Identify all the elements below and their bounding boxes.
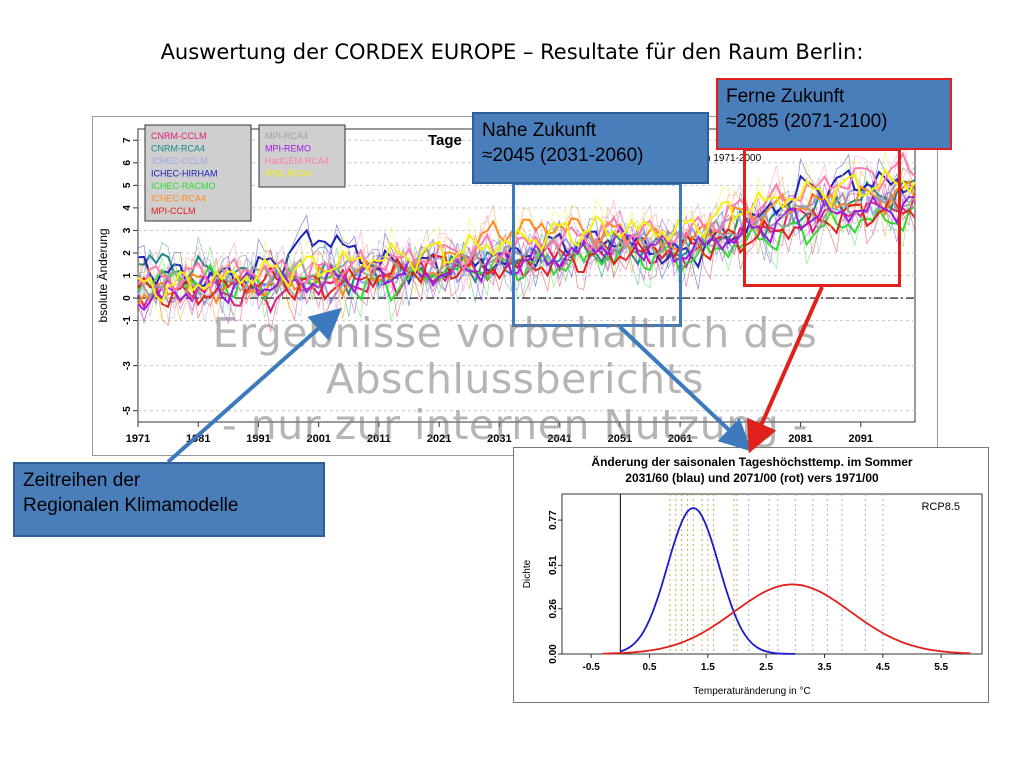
x-tick-label: 1981 — [186, 433, 210, 445]
y-tick-label: 6 — [122, 160, 133, 166]
callout-far-line-2: ≈2085 (2071-2100) — [726, 111, 888, 132]
x-tick-label: 2021 — [427, 433, 451, 445]
legend-left-box — [144, 124, 252, 222]
x-tick-label: 1971 — [126, 433, 150, 445]
density-x-tick-label: 0.5 — [643, 662, 657, 673]
y-tick-label: 4 — [122, 205, 133, 211]
x-tick-label: 2041 — [547, 433, 571, 445]
density-x-tick-label: 1.5 — [701, 662, 715, 673]
far-future-highlight-box — [743, 148, 901, 287]
y-tick-label: -1 — [122, 316, 133, 325]
legend-right-box — [258, 124, 346, 188]
legend-entry: CNRM-CCLM — [151, 131, 207, 141]
density-annotation: RCP8.5 — [921, 501, 960, 513]
density-y-tick-label: 0.00 — [548, 644, 559, 664]
y-tick-label: 5 — [122, 182, 133, 188]
density-chart-panel: Änderung der saisonalen Tageshöchsttemp.… — [513, 447, 989, 703]
density-x-axis-label: Temperaturänderung in °C — [693, 686, 810, 697]
chart-title-fragment-right: n 1971-2000 — [705, 153, 762, 164]
x-tick-label: 2061 — [668, 433, 692, 445]
legend-entry: HadGEM-RCA4 — [265, 156, 329, 166]
legend-left: CNRM-CCLM CNRM-RCA4 ICHEC-CCLM ICHEC-HIRHAM… — [144, 124, 252, 222]
legend-right: MPI-RCA4 MPI-REMO HadGEM-RCA4 IPSL-RCA4 — [258, 124, 346, 188]
y-tick-label: -5 — [122, 406, 133, 415]
callout-model-series: Zeitreihen der Regionalen Klimamodelle — [13, 462, 325, 537]
callout-near-future: Nahe Zukunft ≈2045 (2031-2060) — [472, 112, 709, 184]
legend-entry: MPI-REMO — [265, 144, 311, 154]
y-axis-label: bsolute Änderung — [96, 228, 110, 322]
y-tick-label: 7 — [122, 137, 133, 143]
x-tick-label: 2081 — [788, 433, 812, 445]
x-tick-label: 2051 — [608, 433, 632, 445]
series-line-smoothed-hadgem-rca4 — [137, 151, 916, 293]
density-x-tick-label: 5.5 — [934, 662, 948, 673]
legend-entry: IPSL-RCA4 — [265, 169, 312, 179]
x-tick-label: 2011 — [367, 433, 391, 445]
density-curve-2071-00 — [602, 583, 971, 655]
density-curve-2031-60 — [620, 506, 796, 655]
density-y-tick-label: 0.26 — [548, 599, 559, 619]
density-y-axis-label: Dichte — [522, 559, 533, 588]
near-future-highlight-box — [512, 182, 682, 327]
legend-entry: ICHEC-RACMO — [151, 181, 216, 191]
series-line-smoothed-mpi-remo — [137, 194, 916, 312]
density-x-tick-label: -0.5 — [583, 662, 601, 673]
density-x-tick-label: 2.5 — [759, 662, 773, 673]
y-tick-label: 1 — [122, 272, 133, 278]
callout-series-line-2: Regionalen Klimamodelle — [23, 495, 239, 516]
density-y-tick-label: 0.77 — [548, 510, 559, 530]
series-line-smoothed-mpi-rca4 — [137, 191, 916, 301]
callout-near-line-1: Nahe Zukunft — [482, 120, 597, 141]
density-title-line-1: Änderung der saisonalen Tageshöchsttemp.… — [591, 454, 913, 469]
legend-entry: CNRM-RCA4 — [151, 144, 205, 154]
legend-entry: ICHEC-CCLM — [151, 156, 208, 166]
x-tick-label: 2071 — [728, 433, 752, 445]
density-chart: Änderung der saisonalen Tageshöchsttemp.… — [522, 454, 983, 697]
x-tick-label: 2091 — [849, 433, 873, 445]
density-x-tick-label: 3.5 — [818, 662, 832, 673]
density-y-tick-label: 0.51 — [548, 555, 559, 575]
series-line-annual-mpi-rca4 — [137, 174, 916, 317]
density-x-tick-label: 4.5 — [876, 662, 890, 673]
legend-entry: ICHEC-RCA4 — [151, 194, 206, 204]
chart-title-fragment: Tage — [428, 132, 462, 149]
y-tick-label: 0 — [122, 295, 133, 301]
series-line-smoothed-ipsl-rca4 — [137, 167, 916, 304]
y-tick-label: 3 — [122, 227, 133, 233]
x-tick-label: 1991 — [246, 433, 270, 445]
callout-far-line-1: Ferne Zukunft — [726, 86, 845, 107]
x-tick-label: 2001 — [306, 433, 330, 445]
callout-near-line-2: ≈2045 (2031-2060) — [482, 145, 644, 166]
density-plot-area — [561, 493, 983, 655]
y-tick-label: 2 — [122, 250, 133, 256]
slide-title: Auswertung der CORDEX EUROPE – Resultate… — [160, 40, 864, 64]
density-title-line-2: 2031/60 (blau) und 2071/00 (rot) vers 19… — [625, 471, 879, 485]
callout-far-future: Ferne Zukunft ≈2085 (2071-2100) — [716, 78, 952, 150]
y-tick-label: -3 — [122, 361, 133, 370]
legend-entry: MPI-CCLM — [151, 206, 196, 216]
callout-series-line-1: Zeitreihen der — [23, 470, 141, 491]
x-tick-label: 2031 — [487, 433, 511, 445]
legend-entry: MPI-RCA4 — [265, 131, 308, 141]
legend-entry: ICHEC-HIRHAM — [151, 169, 218, 179]
